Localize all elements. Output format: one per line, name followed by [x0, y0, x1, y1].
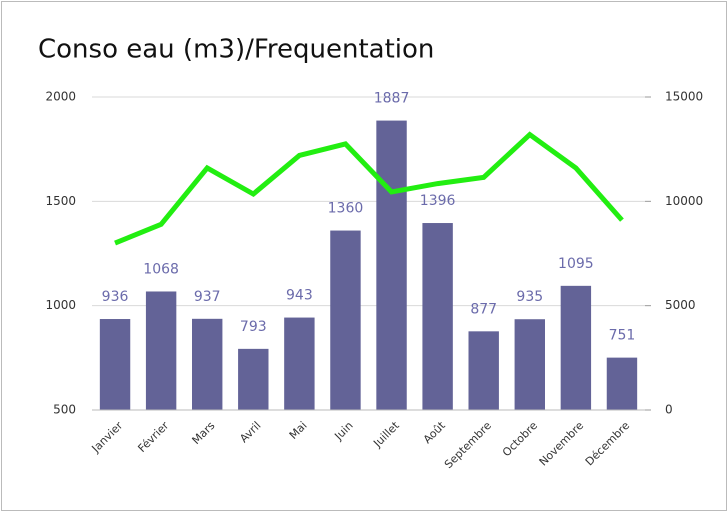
chart-title: Conso eau (m3)/Frequentation: [38, 35, 434, 65]
bar: [468, 331, 499, 410]
data-label: 1396: [420, 193, 456, 209]
y2-tick-label: 10000: [665, 194, 703, 208]
y-tick-label: 1500: [45, 194, 76, 208]
y2-tick-label: 5000: [665, 298, 696, 312]
bar: [330, 230, 361, 410]
y2-tick-label: 0: [665, 403, 673, 417]
line: [114, 131, 624, 246]
data-label: 877: [470, 301, 497, 317]
y-tick-label: 1000: [45, 298, 76, 312]
y-tick-label: 500: [53, 403, 76, 417]
bar: [422, 223, 453, 410]
data-label: 1068: [143, 261, 179, 277]
data-label: 935: [516, 289, 543, 305]
data-label: 937: [194, 289, 221, 305]
bar: [192, 318, 223, 410]
y-tick-label: 2000: [45, 90, 76, 104]
data-label: 1887: [374, 91, 410, 107]
bar: [238, 348, 269, 410]
data-label: 793: [240, 319, 267, 335]
bar: [284, 317, 315, 410]
bar: [145, 291, 177, 410]
bar: [606, 357, 638, 410]
bar: [514, 319, 545, 410]
bar: [376, 120, 407, 410]
data-label: 943: [286, 288, 313, 304]
bar: [99, 319, 131, 410]
data-label: 1095: [558, 256, 594, 272]
y2-tick-label: 15000: [665, 90, 703, 104]
bar: [560, 285, 592, 410]
data-label: 1360: [328, 201, 364, 217]
data-label: 751: [609, 328, 636, 344]
data-label: 936: [102, 289, 129, 305]
